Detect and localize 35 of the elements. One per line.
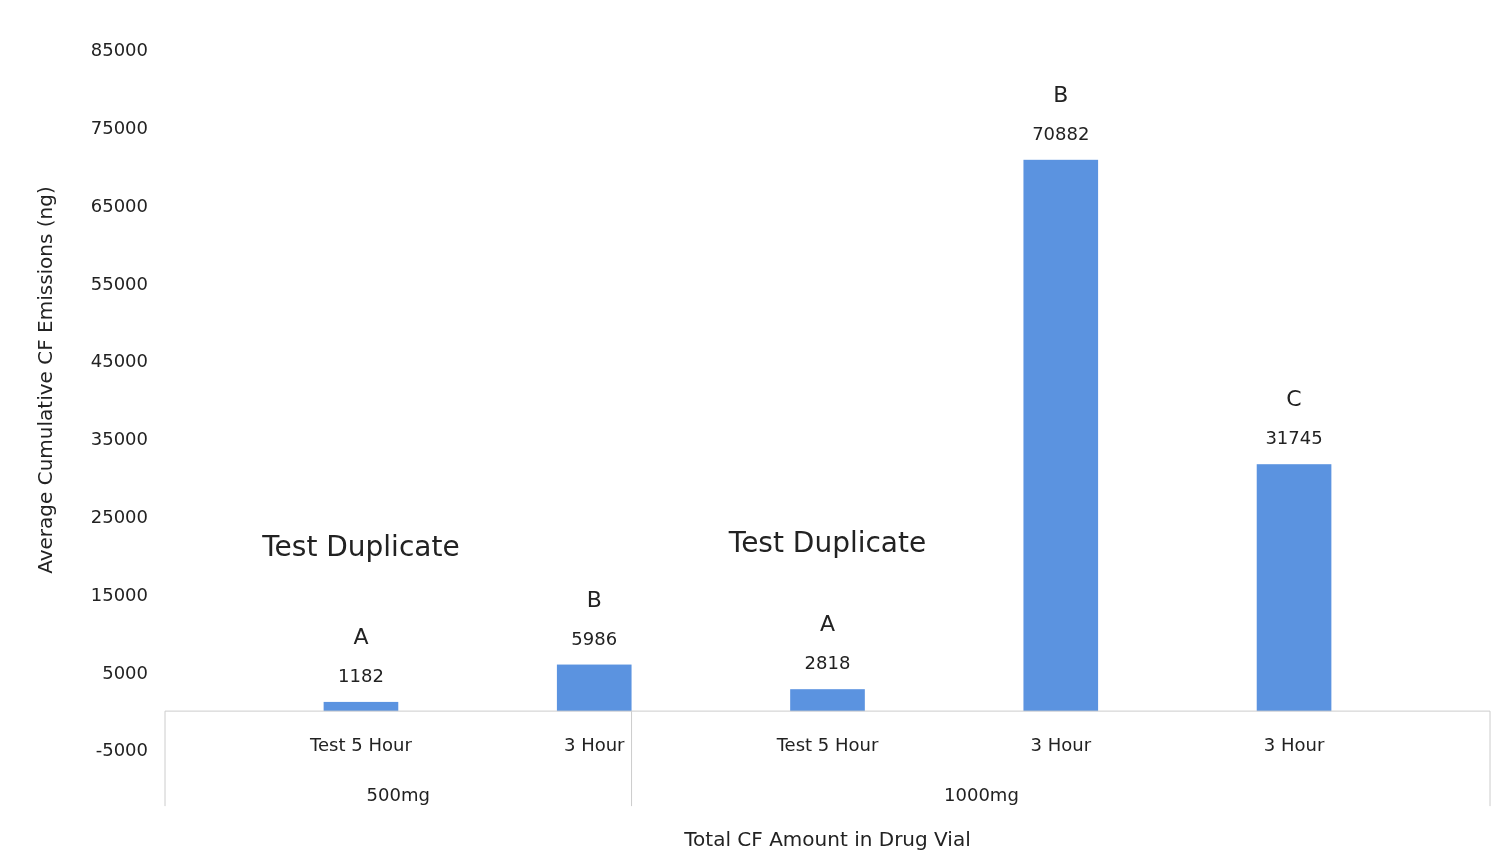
annotation: A <box>353 623 369 649</box>
text: 500mg <box>366 784 430 806</box>
y-tick-label: 85000 <box>90 39 148 61</box>
bar <box>556 664 632 712</box>
data-label: 1182 <box>338 664 384 686</box>
annotation: B <box>586 586 602 612</box>
annotation: A <box>819 611 836 637</box>
y-tick-label: 25000 <box>90 505 148 527</box>
y-tick-label: 55000 <box>90 272 148 294</box>
x-axis-title: Total CF Amount in Drug Vial <box>683 827 971 851</box>
x-tick-label: Test 5 Hour <box>775 734 879 756</box>
data-label: 31745 <box>1265 427 1323 449</box>
bar <box>1023 159 1099 712</box>
x-tick-label: 3 Hour <box>1263 734 1325 756</box>
y-tick-label: 35000 <box>90 428 148 450</box>
y-tick-label: 5000 <box>102 661 148 683</box>
x-tick-label: 3 Hour <box>563 734 626 756</box>
bar <box>1256 464 1332 712</box>
y-tick-label: 15000 <box>90 583 148 605</box>
x-tick-label: Test 5 Hour <box>309 734 413 756</box>
bar <box>790 689 865 712</box>
y-axis-title: Average Cumulative CF Emissions (ng) <box>33 186 57 574</box>
y-tick-label: -5000 <box>95 739 148 761</box>
data-label: 70882 <box>1032 122 1090 144</box>
annotation: B <box>1053 81 1069 107</box>
data-label: 2818 <box>804 652 851 674</box>
y-tick-label: 45000 <box>90 350 148 372</box>
y-tick-label: 75000 <box>90 117 148 139</box>
data-label: 5986 <box>571 627 618 649</box>
text: 1000mg <box>944 784 1019 806</box>
annotation: Test Duplicate <box>727 526 927 559</box>
y-tick-label: 65000 <box>90 194 148 216</box>
annotation: Test Duplicate <box>261 530 460 563</box>
annotation: C <box>1286 386 1302 412</box>
x-tick-label: 3 Hour <box>1030 734 1092 756</box>
